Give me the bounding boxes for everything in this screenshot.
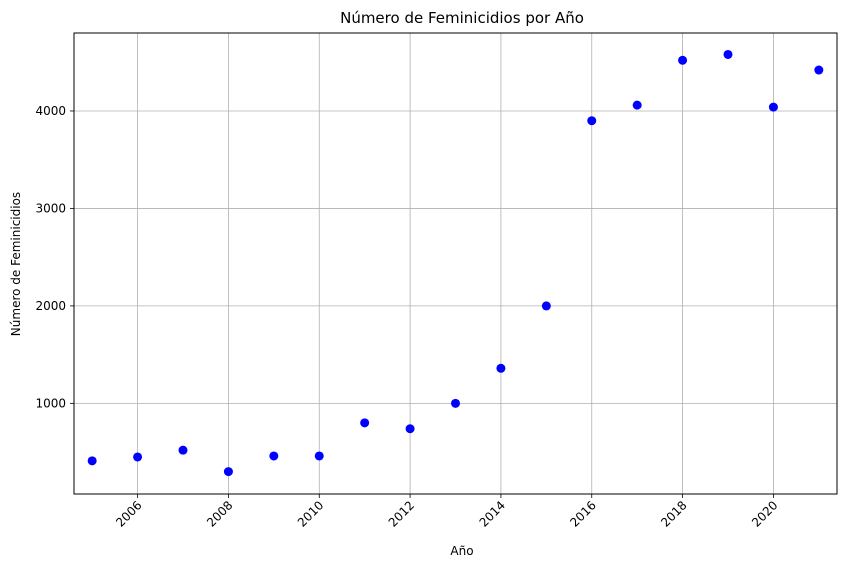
data-point xyxy=(133,452,143,462)
data-point xyxy=(178,445,188,455)
x-tick-label: 2016 xyxy=(567,498,598,529)
data-point xyxy=(768,102,778,112)
y-axis-ticks: 1000 2000 3000 4000 xyxy=(35,104,74,410)
y-tick-label: 3000 xyxy=(35,201,66,215)
data-point xyxy=(496,363,506,373)
x-tick-label: 2014 xyxy=(477,498,508,529)
x-tick-label: 2006 xyxy=(113,498,144,529)
data-point xyxy=(405,424,415,434)
x-axis-ticks: 2006 2008 2010 2012 2014 2016 2018 2020 xyxy=(113,494,781,530)
x-axis-label: Año xyxy=(450,544,473,558)
x-tick-label: 2008 xyxy=(204,498,235,529)
data-point xyxy=(723,49,733,59)
data-point xyxy=(541,301,551,311)
x-tick-label: 2018 xyxy=(658,498,689,529)
data-point xyxy=(269,451,279,461)
y-axis-label: Número de Feminicidios xyxy=(9,192,23,336)
data-point xyxy=(451,398,460,408)
y-tick-label: 1000 xyxy=(35,396,66,410)
data-point xyxy=(814,65,824,75)
data-point xyxy=(87,456,97,466)
x-tick-label: 2010 xyxy=(295,498,326,529)
data-point xyxy=(223,467,233,477)
data-point xyxy=(632,100,642,110)
grid-lines xyxy=(74,33,837,494)
chart-title: Número de Feminicidios por Año xyxy=(340,9,584,27)
y-tick-label: 4000 xyxy=(35,104,66,118)
plot-frame xyxy=(73,32,838,495)
data-points xyxy=(87,49,824,477)
data-point xyxy=(314,451,324,461)
x-tick-label: 2020 xyxy=(749,498,780,529)
data-point xyxy=(360,418,370,428)
y-tick-label: 2000 xyxy=(35,299,66,313)
data-point xyxy=(678,55,688,65)
x-tick-label: 2012 xyxy=(386,498,417,529)
data-point xyxy=(587,116,597,126)
